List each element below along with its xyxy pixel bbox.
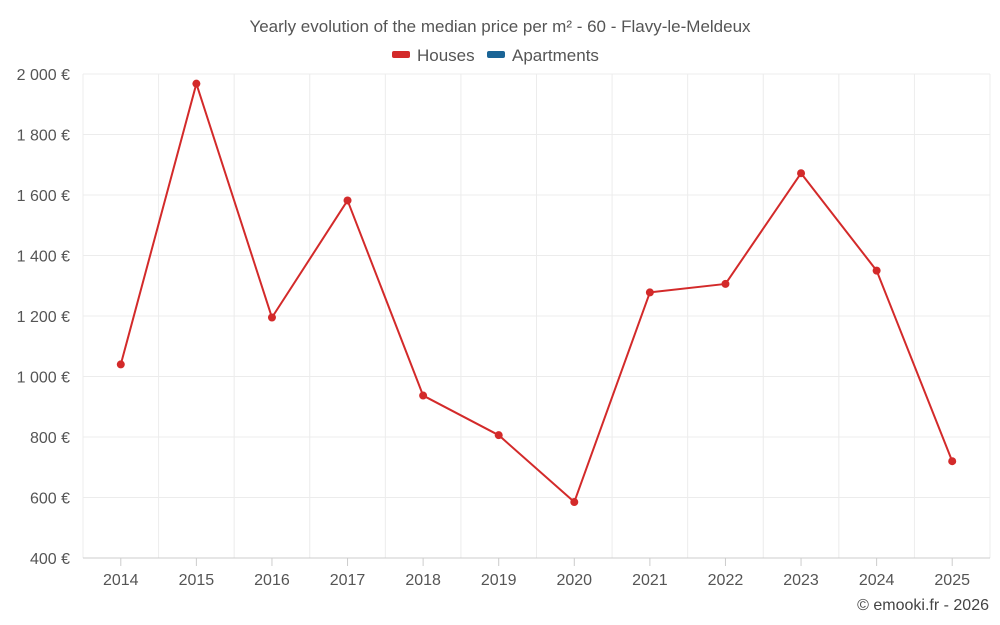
x-tick-label: 2018 <box>405 572 441 589</box>
data-point[interactable] <box>721 279 730 288</box>
grid-lines <box>82 73 991 559</box>
y-tick-label: 800 € <box>30 430 70 447</box>
y-tick-label: 1 400 € <box>17 249 70 266</box>
x-tick-label: 2021 <box>632 572 668 589</box>
x-tick-label: 2023 <box>783 572 819 589</box>
legend: Houses Apartments <box>392 46 599 65</box>
legend-item-houses[interactable]: Houses <box>392 46 475 65</box>
legend-swatch <box>487 51 505 58</box>
y-tick-label: 1 000 € <box>17 370 70 387</box>
chart-title: Yearly evolution of the median price per… <box>249 17 751 36</box>
x-tick-label: 2017 <box>330 572 366 589</box>
legend-swatch <box>392 51 410 58</box>
legend-label: Apartments <box>512 46 599 65</box>
y-tick-label: 1 800 € <box>17 128 70 145</box>
x-tick-label: 2014 <box>103 572 139 589</box>
x-tick-label: 2024 <box>859 572 895 589</box>
y-tick-label: 1 600 € <box>17 188 70 205</box>
y-tick-label: 1 200 € <box>17 309 70 326</box>
x-tick-label: 2016 <box>254 572 290 589</box>
data-point[interactable] <box>116 360 125 369</box>
y-tick-label: 600 € <box>30 491 70 508</box>
x-axis: 2014 2015 2016 2017 2018 2019 2020 2021 2022 2023… <box>103 558 970 589</box>
credit-text: © emooki.fr - 2026 <box>857 597 989 614</box>
x-tick-label: 2019 <box>481 572 517 589</box>
data-point[interactable] <box>192 79 201 88</box>
x-tick-label: 2015 <box>179 572 215 589</box>
data-point[interactable] <box>948 457 957 466</box>
y-axis: 400 € 600 € 800 € 1 000 € 1 200 € 1 400 € 1 60… <box>17 67 70 568</box>
data-point[interactable] <box>797 169 806 178</box>
series-line <box>119 82 954 504</box>
data-point[interactable] <box>645 288 654 297</box>
y-tick-label: 2 000 € <box>17 67 70 84</box>
x-tick-label: 2025 <box>934 572 970 589</box>
data-point[interactable] <box>419 391 428 400</box>
data-point[interactable] <box>267 313 276 322</box>
series-group <box>116 79 957 507</box>
data-point[interactable] <box>872 266 881 275</box>
data-point[interactable] <box>494 431 503 440</box>
series-houses <box>116 79 957 507</box>
data-point[interactable] <box>570 498 579 507</box>
legend-label: Houses <box>417 46 475 65</box>
x-tick-label: 2022 <box>708 572 744 589</box>
data-point[interactable] <box>343 196 352 205</box>
x-tick-label: 2020 <box>556 572 592 589</box>
legend-item-apartments[interactable]: Apartments <box>487 46 599 65</box>
y-tick-label: 400 € <box>30 551 70 568</box>
